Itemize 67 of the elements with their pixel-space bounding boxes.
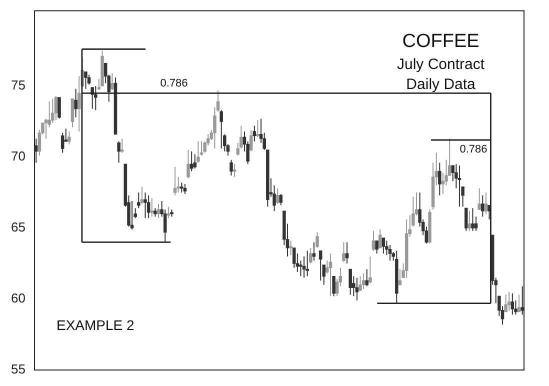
- candlestick: [484, 192, 488, 214]
- candlestick: [365, 268, 369, 287]
- y-tick-label: 70: [10, 148, 26, 164]
- candlestick: [292, 248, 296, 268]
- candlestick: [196, 140, 200, 164]
- candlestick: [146, 194, 150, 219]
- text: July Contract Daily Data: [397, 56, 486, 93]
- candlestick: [193, 154, 197, 169]
- candlestick: [249, 130, 253, 152]
- candlestick: [170, 209, 174, 218]
- candlestick: [144, 192, 147, 219]
- candlestick: [299, 260, 302, 277]
- candlestick: [517, 294, 521, 312]
- candlestick: [478, 188, 481, 210]
- candlestick: [70, 98, 74, 128]
- candlestick: [289, 240, 292, 256]
- candlestick: [94, 86, 98, 111]
- candlestick: [117, 140, 120, 164]
- candlestick: [332, 276, 336, 297]
- candlestick: [375, 240, 378, 254]
- candlestick: [362, 272, 366, 290]
- candlestick: [186, 149, 190, 179]
- candlestick: [481, 194, 484, 218]
- text: COFFEE: [402, 30, 480, 52]
- candlestick: [471, 208, 474, 232]
- y-tick-label: 55: [10, 362, 26, 377]
- annotation: EXAMPLE 2: [56, 317, 135, 333]
- candlestick: [348, 268, 352, 296]
- candlestick: [74, 88, 78, 118]
- candlestick: [100, 50, 104, 86]
- y-tick-label: 65: [10, 220, 26, 235]
- candlestick: [395, 250, 398, 304]
- candlestick: [398, 268, 402, 286]
- candlestick: [54, 95, 58, 121]
- candlestick: [77, 76, 81, 132]
- candlestick: [428, 209, 432, 244]
- candlestick: [137, 192, 140, 209]
- candlestick: [342, 242, 346, 263]
- candlestick: [316, 232, 319, 248]
- candlestick: [345, 242, 349, 264]
- candlestick: [230, 159, 233, 176]
- candlestick: [318, 250, 322, 282]
- candlestick: [220, 110, 223, 150]
- candlestick: [368, 256, 372, 284]
- annotation: 0.786: [460, 144, 488, 156]
- candlestick: [84, 72, 88, 90]
- candlestick: [51, 98, 54, 124]
- candlestick: [464, 208, 468, 232]
- candlestick: [309, 247, 312, 264]
- candlestick: [404, 219, 408, 278]
- candlestick: [154, 208, 157, 218]
- candlestick: [358, 276, 362, 291]
- y-tick-label: 60: [10, 290, 26, 306]
- candlestick: [156, 203, 160, 219]
- candlestick: [382, 238, 386, 254]
- candlestick: [504, 294, 508, 312]
- candlestick: [60, 132, 64, 154]
- annotation: 0.786: [160, 78, 188, 90]
- candlestick: [180, 182, 184, 194]
- candlestick: [279, 193, 283, 206]
- candlestick: [276, 188, 280, 204]
- candlestick: [438, 162, 442, 196]
- candlestick: [510, 292, 514, 316]
- y-tick-label: 75: [10, 78, 26, 93]
- candlestick: [306, 250, 309, 277]
- candlestick: [68, 130, 71, 145]
- candlestick: [110, 72, 114, 91]
